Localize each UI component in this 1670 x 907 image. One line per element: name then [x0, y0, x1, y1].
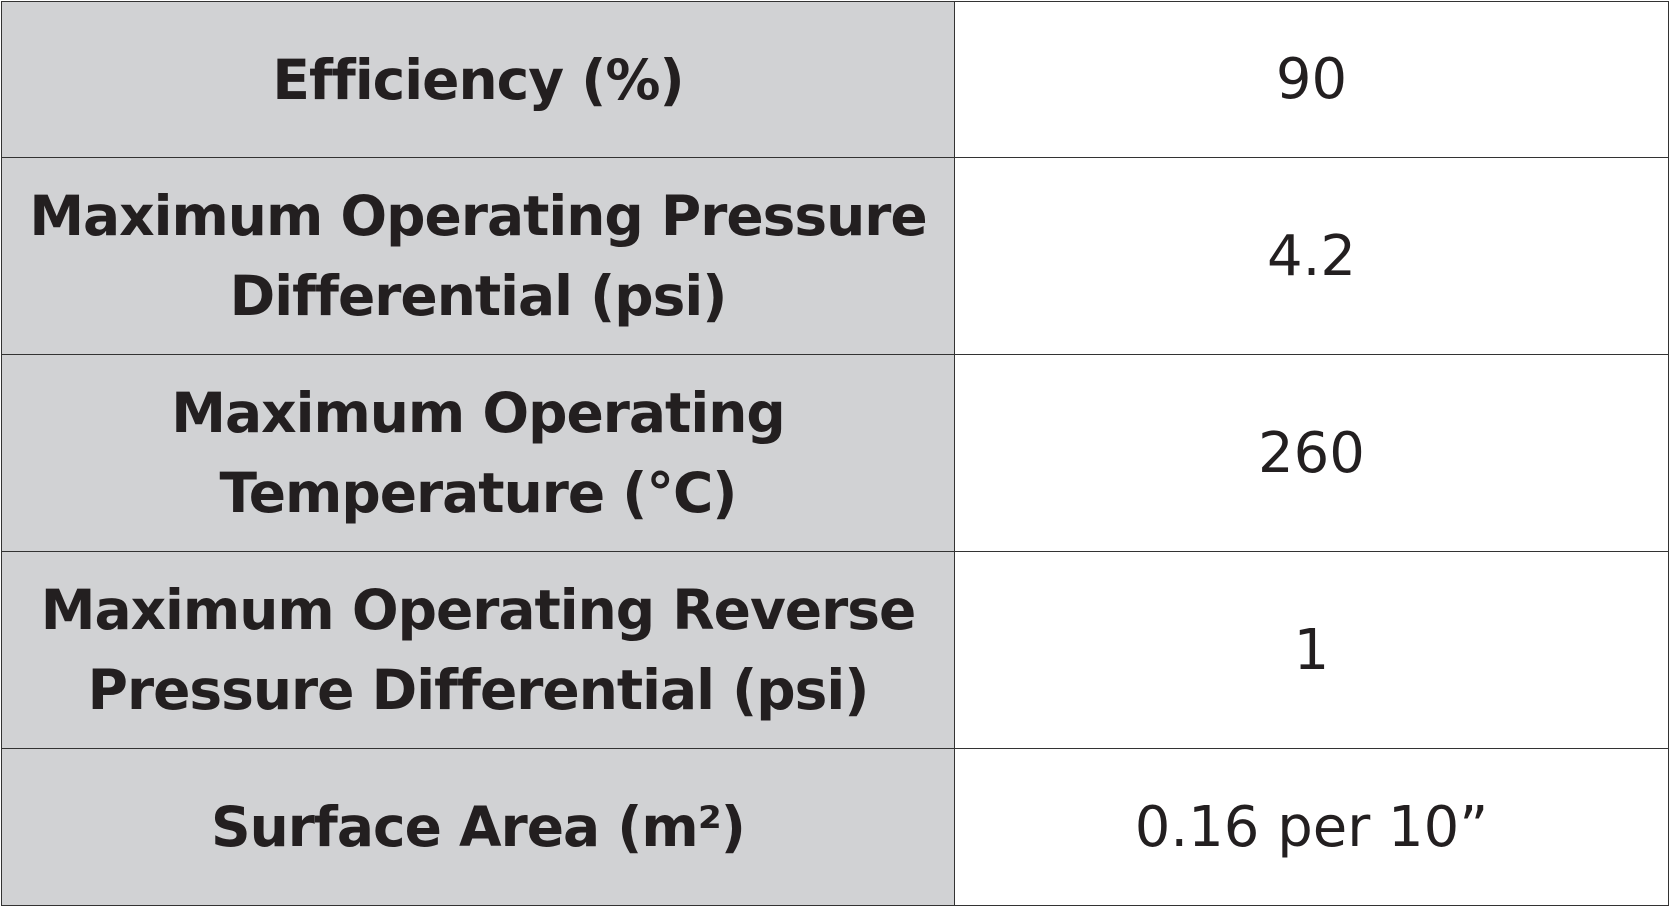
table-row: Surface Area (m²) 0.16 per 10” — [1, 748, 1669, 906]
row-value: 260 — [954, 354, 1669, 552]
row-label: Surface Area (m²) — [1, 748, 955, 906]
row-value: 90 — [954, 1, 1669, 158]
row-label: Maximum Operating Reverse Pressure Diffe… — [1, 551, 955, 749]
row-value: 0.16 per 10” — [954, 748, 1669, 906]
table-row: Maximum Operating Reverse Pressure Diffe… — [1, 551, 1669, 749]
row-label: Maximum Operating Temperature (°C) — [1, 354, 955, 552]
row-value: 1 — [954, 551, 1669, 749]
row-value: 4.2 — [954, 157, 1669, 355]
table-row: Maximum Operating Pressure Differential … — [1, 157, 1669, 355]
table-row: Efficiency (%) 90 — [1, 1, 1669, 158]
row-label: Maximum Operating Pressure Differential … — [1, 157, 955, 355]
row-label: Efficiency (%) — [1, 1, 955, 158]
table-row: Maximum Operating Temperature (°C) 260 — [1, 354, 1669, 552]
